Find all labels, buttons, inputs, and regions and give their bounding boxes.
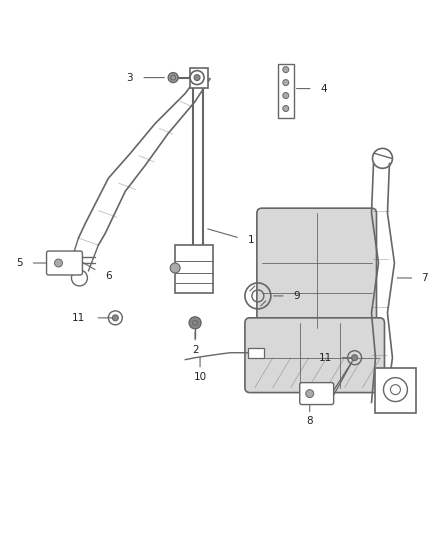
FancyBboxPatch shape [46,251,82,275]
Text: 4: 4 [321,84,327,94]
Bar [278,63,294,118]
Text: 6: 6 [106,271,112,281]
Text: 10: 10 [194,372,207,382]
Bar [248,348,264,358]
Circle shape [283,79,289,86]
Text: 8: 8 [307,416,313,425]
FancyBboxPatch shape [300,383,334,405]
Circle shape [112,315,118,321]
Circle shape [306,390,314,398]
Circle shape [54,259,63,267]
Bar [175,245,213,293]
FancyBboxPatch shape [257,208,377,333]
Text: 3: 3 [127,72,133,83]
Circle shape [283,67,289,72]
Circle shape [168,72,178,83]
Text: 5: 5 [16,258,23,268]
FancyBboxPatch shape [245,318,385,393]
Text: 2: 2 [192,345,198,355]
Circle shape [283,106,289,111]
Text: 1: 1 [248,235,254,245]
Text: 11: 11 [72,313,85,323]
Text: 7: 7 [421,273,428,283]
Circle shape [189,317,201,329]
Bar [190,68,208,87]
Circle shape [352,355,357,361]
Bar [374,368,417,413]
Text: 11: 11 [318,353,332,363]
Circle shape [170,263,180,273]
Text: 9: 9 [294,291,300,301]
Circle shape [283,93,289,99]
Circle shape [194,75,200,80]
